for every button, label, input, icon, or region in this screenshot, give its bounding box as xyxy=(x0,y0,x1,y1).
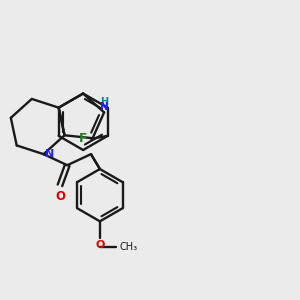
Text: O: O xyxy=(55,190,65,203)
Text: N: N xyxy=(45,149,54,159)
Text: O: O xyxy=(95,240,105,250)
Text: CH₃: CH₃ xyxy=(119,242,137,252)
Text: N: N xyxy=(100,102,109,112)
Text: F: F xyxy=(79,132,88,146)
Text: H: H xyxy=(100,97,108,107)
